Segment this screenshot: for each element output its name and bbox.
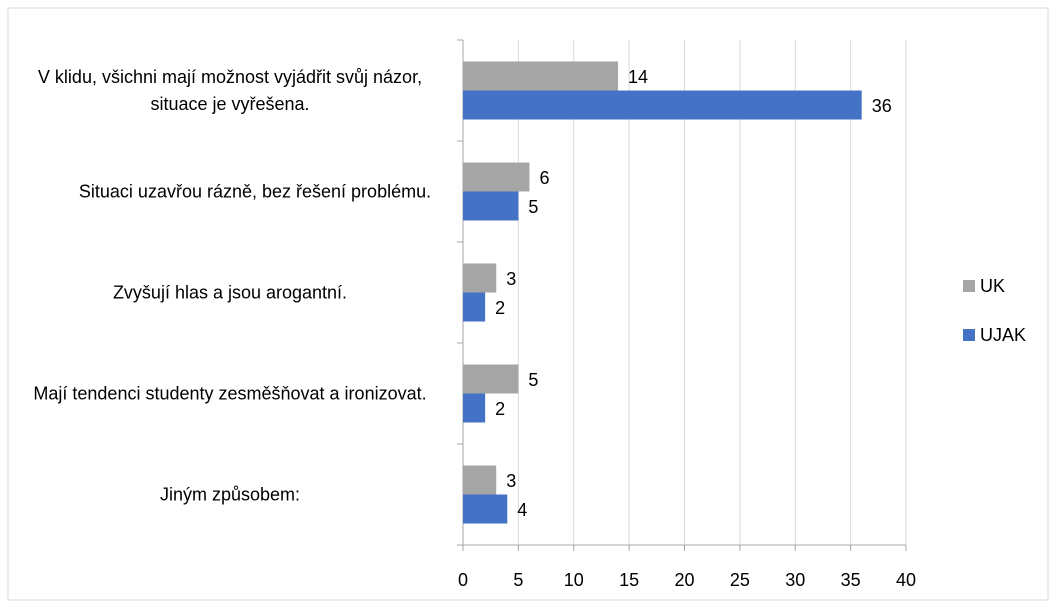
data-label: 2 [495,298,505,318]
x-tick-label: 35 [841,570,861,590]
bar [463,191,519,221]
data-label: 3 [506,471,516,491]
bar [463,263,497,293]
legend-label: UJAK [980,325,1026,345]
x-tick-label: 25 [730,570,750,590]
x-tick-label: 15 [619,570,639,590]
data-label: 5 [528,370,538,390]
bar [463,292,486,322]
bar [463,465,497,495]
x-tick-label: 20 [674,570,694,590]
x-tick-label: 10 [564,570,584,590]
bar [463,90,862,120]
bar [463,162,530,192]
x-tick-label: 0 [458,570,468,590]
data-label: 6 [539,168,549,188]
x-tick-label: 5 [513,570,523,590]
y-tick-label: Mají tendenci studenty zesměšňovat a iro… [33,383,427,403]
data-label: 4 [517,500,527,520]
y-tick-label: Zvyšují hlas a jsou arogantní. [112,282,348,302]
legend-swatch [963,329,975,341]
data-label: 36 [872,96,892,116]
y-tick-label: Situaci uzavřou rázně, bez řešení problé… [78,181,432,201]
legend-label: UK [980,276,1005,296]
data-label: 2 [495,399,505,419]
y-tick-label: V klidu, všichni mají možnost vyjádřit s… [37,66,423,114]
data-label: 3 [506,269,516,289]
legend-swatch [963,280,975,292]
bar [463,393,486,423]
x-tick-label: 30 [785,570,805,590]
y-tick-label: Jiným způsobem: [159,484,301,504]
data-label: 5 [528,197,538,217]
data-label: 14 [628,67,648,87]
bar [463,364,519,394]
x-tick-label: 40 [896,570,916,590]
chart-border [7,7,1049,601]
bar [463,494,508,524]
bar [463,61,619,91]
